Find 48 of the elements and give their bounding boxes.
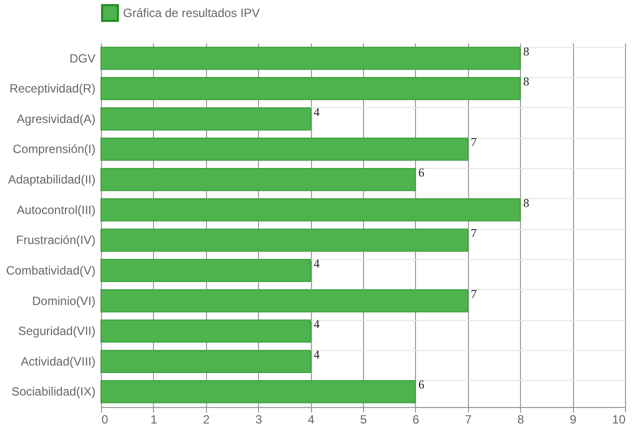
bar bbox=[100, 380, 416, 404]
data-label: 7 bbox=[470, 226, 477, 240]
data-label: 7 bbox=[470, 135, 477, 150]
y-tick-label: Combatividad(V) bbox=[6, 263, 96, 278]
data-label: 6 bbox=[418, 378, 424, 392]
data-label: 4 bbox=[314, 347, 320, 362]
y-tick-label: Frustración(IV) bbox=[16, 233, 96, 248]
y-tick-label: Seguridad(VII) bbox=[18, 324, 96, 338]
x-tick-label: 7 bbox=[464, 412, 472, 426]
y-tick-label: Dominio(VI) bbox=[32, 294, 96, 308]
bar bbox=[100, 168, 416, 192]
bar bbox=[100, 46, 521, 70]
y-tick-label: Receptividad(R) bbox=[9, 82, 96, 96]
bar bbox=[100, 320, 312, 343]
bar bbox=[100, 289, 468, 312]
data-label: 8 bbox=[523, 74, 530, 89]
y-tick-label: Actividad(VIII) bbox=[20, 354, 96, 368]
y-tick-label: Autocontrol(III) bbox=[16, 202, 96, 217]
y-tick-label: DGV bbox=[69, 51, 96, 66]
y-tick-label: Agresividad(A) bbox=[16, 112, 96, 126]
data-label: 8 bbox=[523, 44, 530, 58]
y-tick-label: Adaptabilidad(II) bbox=[8, 172, 96, 187]
data-label: 4 bbox=[314, 317, 320, 332]
data-label: 4 bbox=[314, 256, 320, 270]
x-tick-label: 9 bbox=[570, 412, 577, 426]
x-tick-label: 2 bbox=[202, 412, 210, 426]
x-tick-label: 1 bbox=[150, 412, 158, 426]
x-tick-label: 10 bbox=[612, 412, 626, 426]
bar bbox=[100, 198, 521, 222]
y-tick-label: Comprensión(I) bbox=[12, 142, 96, 156]
bar bbox=[100, 138, 468, 161]
legend-label: Gráfica de resultados IPV bbox=[123, 6, 260, 20]
x-tick-label: 8 bbox=[517, 412, 524, 426]
bar bbox=[100, 350, 312, 373]
bar bbox=[100, 77, 521, 100]
data-label: 7 bbox=[470, 286, 477, 301]
x-tick-label: 4 bbox=[308, 412, 315, 426]
data-label: 4 bbox=[314, 104, 320, 119]
bar bbox=[100, 228, 468, 252]
x-tick-label: 0 bbox=[102, 412, 108, 426]
bar bbox=[100, 258, 312, 282]
bar bbox=[100, 107, 312, 130]
x-tick-label: 3 bbox=[255, 412, 262, 426]
x-tick-label: 5 bbox=[360, 412, 368, 426]
data-label: 6 bbox=[418, 166, 424, 180]
y-tick-label: Sociabilidad(IX) bbox=[11, 384, 96, 399]
x-tick-label: 6 bbox=[412, 412, 420, 426]
data-label: 8 bbox=[523, 196, 530, 210]
